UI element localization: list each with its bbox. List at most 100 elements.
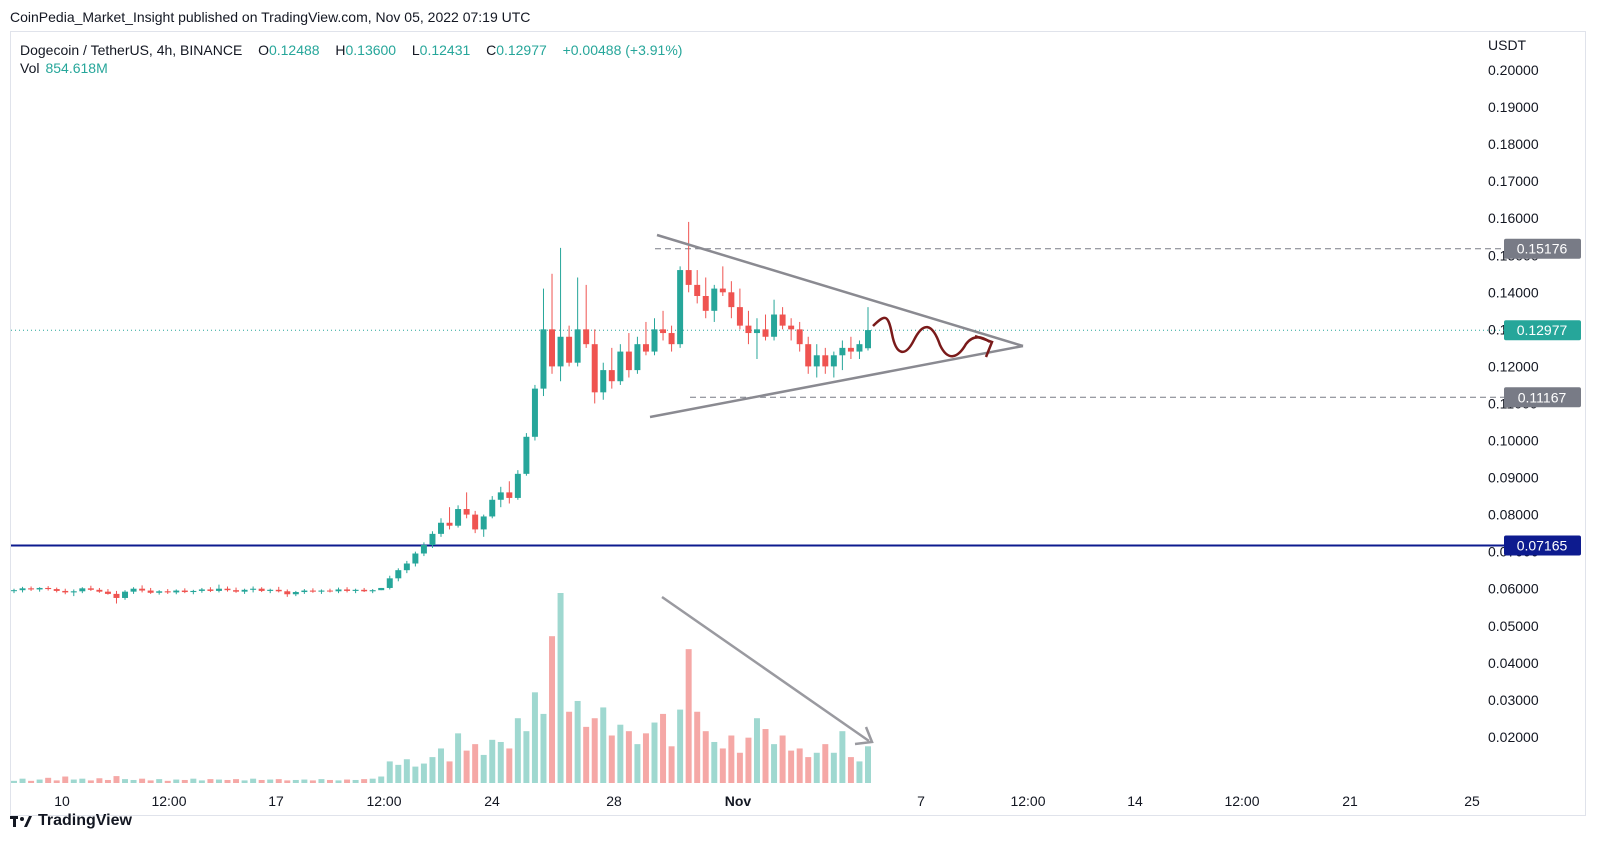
candle[interactable] xyxy=(19,586,26,593)
candle[interactable] xyxy=(685,221,692,293)
candle[interactable] xyxy=(147,587,154,594)
volume-trend-arrow[interactable] xyxy=(661,595,870,743)
candle[interactable] xyxy=(28,586,35,591)
candle[interactable] xyxy=(830,351,837,378)
candle[interactable] xyxy=(455,505,462,528)
candle[interactable] xyxy=(540,288,547,397)
candle[interactable] xyxy=(53,587,60,593)
candle[interactable] xyxy=(79,587,86,594)
candle[interactable] xyxy=(438,518,444,537)
candle[interactable] xyxy=(403,560,410,574)
candle[interactable] xyxy=(514,470,521,500)
candle[interactable] xyxy=(224,586,231,592)
candle[interactable] xyxy=(344,587,351,593)
candle[interactable] xyxy=(378,587,385,591)
candle[interactable] xyxy=(549,273,556,374)
candle[interactable] xyxy=(395,568,402,582)
candle[interactable] xyxy=(813,344,820,378)
candle[interactable] xyxy=(677,266,684,348)
candle[interactable] xyxy=(745,310,752,345)
candle[interactable] xyxy=(139,585,146,593)
candle[interactable] xyxy=(164,589,171,594)
candle[interactable] xyxy=(557,247,564,382)
candle[interactable] xyxy=(420,542,427,557)
candle[interactable] xyxy=(608,347,615,389)
candle[interactable] xyxy=(642,321,649,356)
candle[interactable] xyxy=(181,588,188,594)
candle[interactable] xyxy=(711,284,718,322)
candle[interactable] xyxy=(446,507,453,530)
candle[interactable] xyxy=(839,340,846,371)
candle[interactable] xyxy=(250,586,257,593)
candle[interactable] xyxy=(497,486,504,508)
candle[interactable] xyxy=(736,288,743,330)
candle[interactable] xyxy=(361,587,368,593)
wave-projection[interactable] xyxy=(872,316,991,358)
candle[interactable] xyxy=(753,318,760,359)
symbol-name[interactable]: Dogecoin / TetherUS, 4h, BINANCE xyxy=(20,42,243,58)
candle[interactable] xyxy=(574,277,581,367)
candle[interactable] xyxy=(326,588,333,593)
candle[interactable] xyxy=(301,589,308,594)
triangle-lower-line[interactable] xyxy=(649,344,1024,419)
candle[interactable] xyxy=(702,277,709,319)
candle[interactable] xyxy=(429,531,436,548)
candle[interactable] xyxy=(241,588,248,594)
candle[interactable] xyxy=(779,307,786,330)
candle[interactable] xyxy=(284,589,291,597)
candle[interactable] xyxy=(309,588,316,593)
candle[interactable] xyxy=(36,587,43,592)
candle[interactable] xyxy=(805,336,812,374)
candle[interactable] xyxy=(11,588,17,594)
candle[interactable] xyxy=(506,481,513,504)
candle[interactable] xyxy=(617,344,624,385)
candle[interactable] xyxy=(173,589,180,595)
candle[interactable] xyxy=(198,587,205,593)
candle[interactable] xyxy=(728,281,735,319)
candle[interactable] xyxy=(207,587,214,593)
candle[interactable] xyxy=(847,336,854,359)
triangle-upper-line[interactable] xyxy=(656,233,1024,348)
candle[interactable] xyxy=(651,318,658,356)
candle[interactable] xyxy=(275,586,282,593)
candle[interactable] xyxy=(87,585,94,591)
candle[interactable] xyxy=(600,362,607,400)
candle[interactable] xyxy=(822,347,829,374)
candle[interactable] xyxy=(45,586,52,591)
candle[interactable] xyxy=(258,587,265,593)
candle[interactable] xyxy=(865,307,871,351)
candle[interactable] xyxy=(625,333,632,378)
candle[interactable] xyxy=(156,590,163,595)
candle[interactable] xyxy=(190,589,197,595)
candle[interactable] xyxy=(463,492,470,519)
candle[interactable] xyxy=(694,270,701,304)
candle[interactable] xyxy=(719,266,726,297)
candle[interactable] xyxy=(70,589,77,597)
candle[interactable] xyxy=(489,496,496,519)
candle[interactable] xyxy=(122,590,129,600)
candle[interactable] xyxy=(480,514,487,537)
candle[interactable] xyxy=(215,584,222,593)
candle[interactable] xyxy=(771,299,778,341)
candle[interactable] xyxy=(472,510,479,534)
candle[interactable] xyxy=(634,336,641,374)
candle[interactable] xyxy=(96,587,103,593)
candle[interactable] xyxy=(113,590,120,604)
candle[interactable] xyxy=(318,589,325,594)
candle[interactable] xyxy=(788,318,795,341)
candle[interactable] xyxy=(386,575,393,590)
candle[interactable] xyxy=(104,589,111,595)
candle[interactable] xyxy=(523,433,530,476)
candle[interactable] xyxy=(62,588,69,595)
candle[interactable] xyxy=(267,588,274,594)
candle[interactable] xyxy=(583,284,590,348)
tradingview-footer[interactable]: TradingView xyxy=(10,812,132,830)
candle[interactable] xyxy=(352,588,359,594)
candle[interactable] xyxy=(233,587,240,593)
candle[interactable] xyxy=(660,310,667,341)
candle[interactable] xyxy=(335,587,342,594)
candle[interactable] xyxy=(762,314,769,341)
candle[interactable] xyxy=(668,325,675,352)
candle[interactable] xyxy=(566,325,573,367)
